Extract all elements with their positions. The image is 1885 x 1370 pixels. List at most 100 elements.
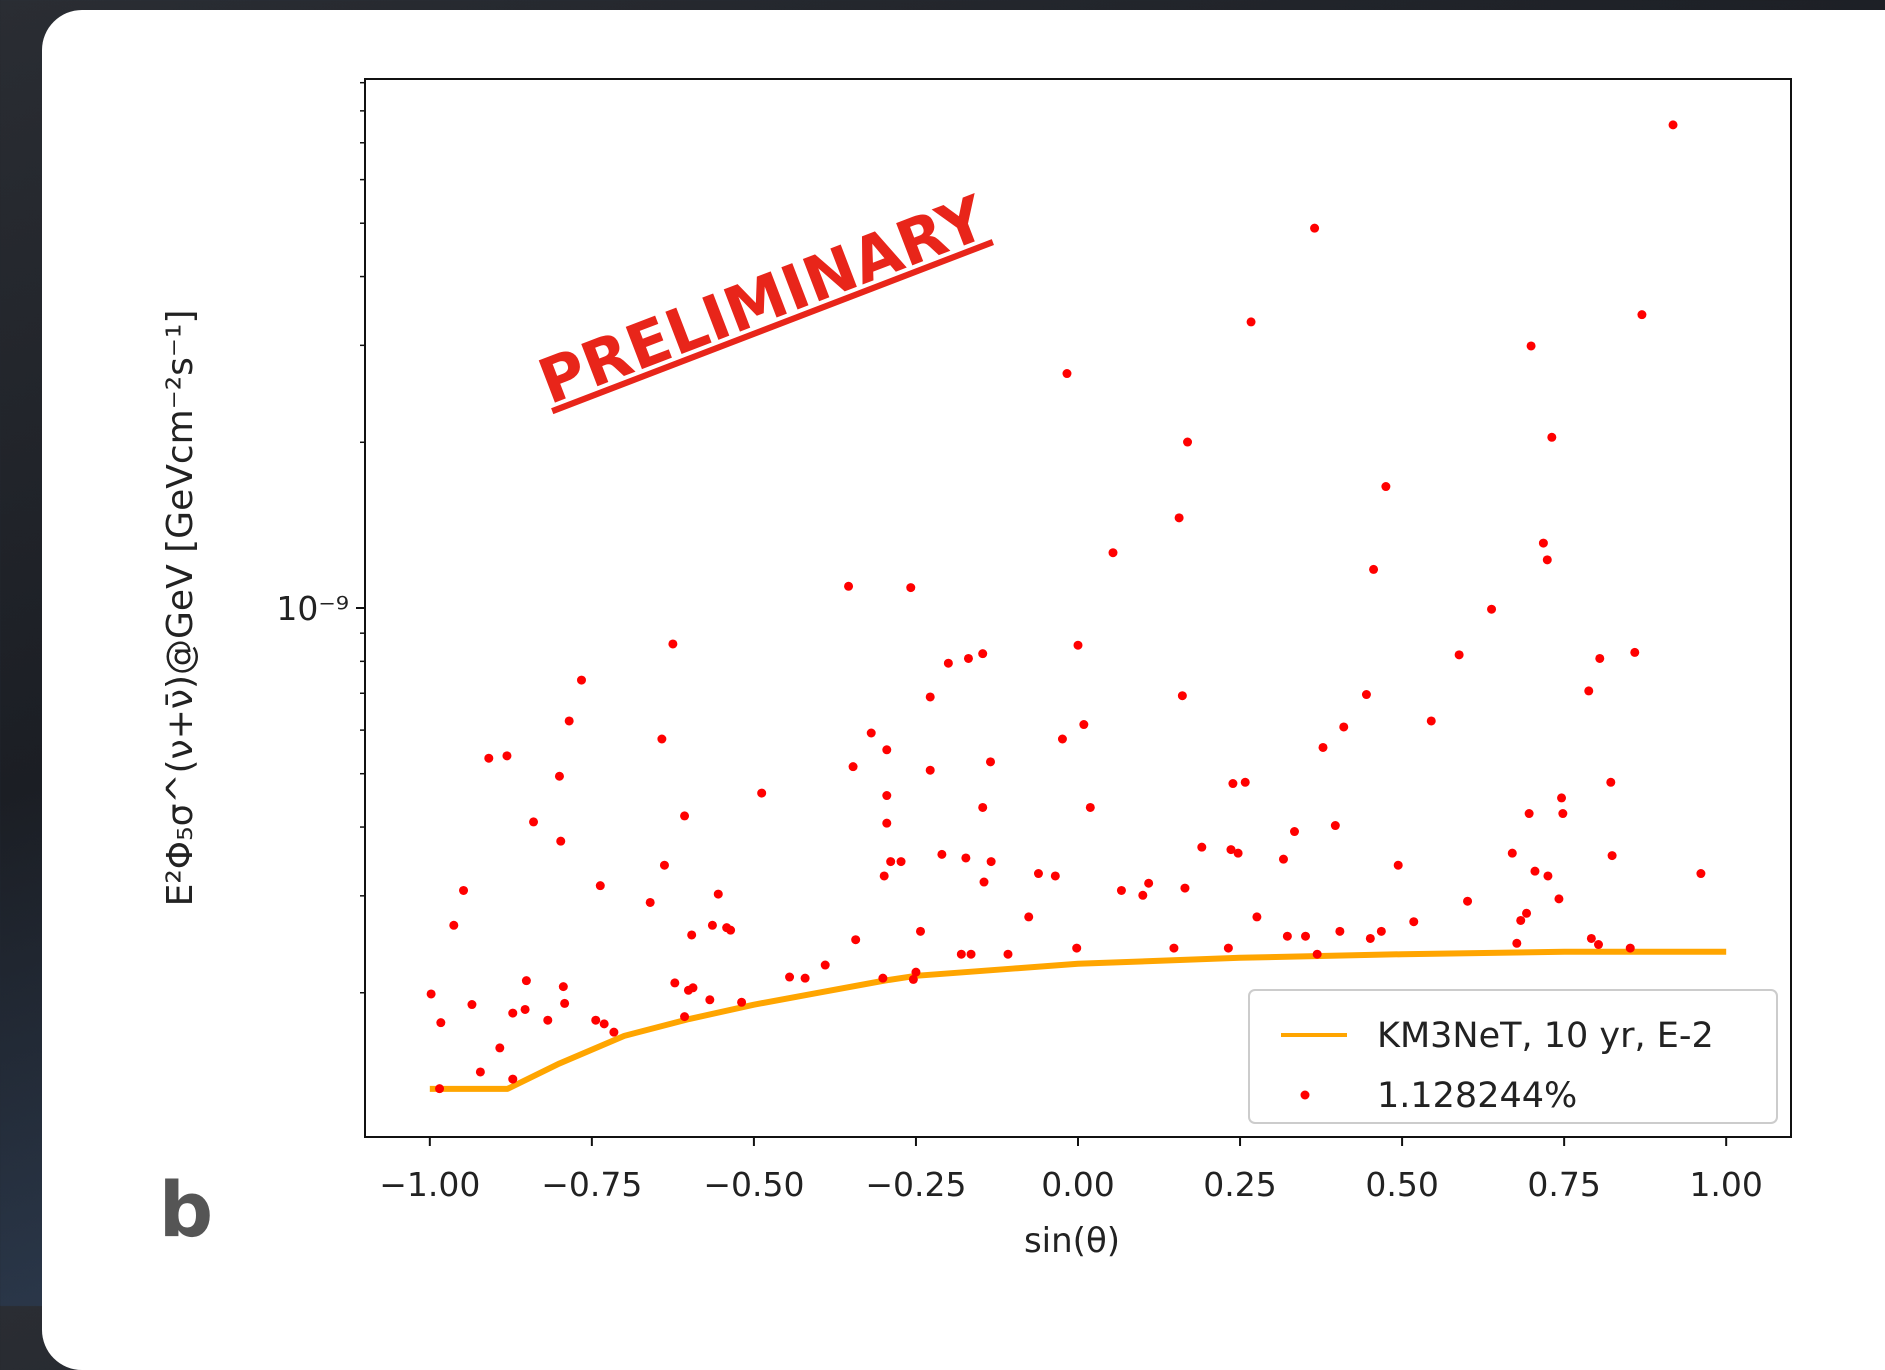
scatter-point	[1301, 932, 1310, 941]
x-tick-label: 0.75	[1527, 1165, 1600, 1204]
scatter-point	[1606, 778, 1615, 787]
scatter-point	[1169, 944, 1178, 953]
scatter-point	[897, 857, 906, 866]
scatter-point	[708, 921, 717, 930]
scatter-point	[926, 766, 935, 775]
scatter-point	[1183, 438, 1192, 447]
legend-swatch	[1301, 1091, 1310, 1100]
scatter-point	[1086, 803, 1095, 812]
scatter-point	[1247, 317, 1256, 326]
x-tick-label: 0.25	[1203, 1165, 1276, 1204]
y-axis-label: E²Φ₅σ^(ν+ν̄)@GeV [GeVcm⁻²s⁻¹]	[160, 310, 201, 907]
scatter-point	[1335, 927, 1344, 936]
scatter-point	[1180, 884, 1189, 893]
scatter-point	[1516, 916, 1525, 925]
scatter-point	[714, 890, 723, 899]
scatter-point	[1079, 720, 1088, 729]
scatter-point	[1175, 513, 1184, 522]
scatter-point	[886, 857, 895, 866]
x-tick-label: −0.75	[541, 1165, 642, 1204]
scatter-point	[1394, 861, 1403, 870]
scatter-point	[660, 861, 669, 870]
scatter-point	[1530, 867, 1539, 876]
scatter-point	[1241, 778, 1250, 787]
scatter-point	[502, 751, 511, 760]
scatter-point	[1279, 855, 1288, 864]
scatter-point	[1062, 369, 1071, 378]
scatter-point	[529, 817, 538, 826]
scatter-point	[844, 582, 853, 591]
x-axis-label: sin(θ)	[1024, 1221, 1120, 1261]
scatter-point	[467, 1000, 476, 1009]
scatter-point	[1369, 565, 1378, 574]
scatter-point	[1224, 944, 1233, 953]
scatter-point	[1527, 341, 1536, 350]
y-tick-label: 10⁻⁹	[276, 589, 349, 628]
scatter-point	[1313, 950, 1322, 959]
scatter-point	[757, 789, 766, 798]
scatter-point	[1283, 932, 1292, 941]
scatter-point	[1637, 310, 1646, 319]
scatter-point	[596, 881, 605, 890]
page: {"chart_data": { "type": "scatter", "xla…	[0, 0, 1885, 1306]
scatter-point	[980, 878, 989, 887]
scatter-point	[978, 649, 987, 658]
scatter-point	[495, 1043, 504, 1052]
scatter-point	[1319, 743, 1328, 752]
scatter-point	[1252, 912, 1261, 921]
scatter-point	[785, 973, 794, 982]
scatter-point	[1138, 891, 1147, 900]
scatter-point	[1554, 894, 1563, 903]
scatter-point	[1512, 939, 1521, 948]
scatter-point	[1117, 886, 1126, 895]
scatter-point	[911, 968, 920, 977]
scatter-point	[688, 983, 697, 992]
x-tick-label: 0.00	[1041, 1165, 1114, 1204]
scatter-point	[1074, 641, 1083, 650]
scatter-point	[687, 930, 696, 939]
scatter-point	[882, 745, 891, 754]
scatter-point	[1525, 809, 1534, 818]
scatter-point	[1377, 927, 1386, 936]
scatter-point	[1543, 555, 1552, 564]
scatter-point	[880, 871, 889, 880]
annotation: PRELIMINARY	[529, 181, 997, 419]
scatter-point	[882, 791, 891, 800]
scatter-point	[1331, 821, 1340, 830]
scatter-point	[508, 1075, 517, 1084]
scatter-point	[1144, 879, 1153, 888]
scatter-point	[577, 676, 586, 685]
scatter-point	[1594, 940, 1603, 949]
scatter-point	[1669, 120, 1678, 129]
scatter-point	[1034, 869, 1043, 878]
x-tick-label: 1.00	[1689, 1165, 1762, 1204]
scatter-point	[726, 926, 735, 935]
scatter-point	[1487, 605, 1496, 614]
scatter-point	[851, 935, 860, 944]
scatter-point	[926, 692, 935, 701]
scatter-point	[987, 857, 996, 866]
scatter-point	[521, 1005, 530, 1014]
scatter-point	[986, 757, 995, 766]
scatter-point	[1366, 934, 1375, 943]
chart: sin(θ) E²Φ₅σ^(ν+ν̄)@GeV [GeVcm⁻²s⁻¹] PRE…	[0, 0, 1885, 1306]
legend-label: 1.128244%	[1377, 1076, 1577, 1116]
scatter-point	[565, 716, 574, 725]
scatter-point	[1072, 944, 1081, 953]
scatter-point	[1310, 224, 1319, 233]
scatter-point	[916, 927, 925, 936]
scatter-point	[1051, 871, 1060, 880]
scatter-point	[680, 1012, 689, 1021]
scatter-point	[556, 837, 565, 846]
scatter-point	[680, 811, 689, 820]
x-tick-label: 0.50	[1365, 1165, 1438, 1204]
scatter-point	[957, 950, 966, 959]
x-tick-label: −0.50	[703, 1165, 804, 1204]
scatter-point	[1539, 539, 1548, 548]
scatter-point	[508, 1009, 517, 1018]
scatter-point	[1339, 722, 1348, 731]
scatter-point	[1557, 793, 1566, 802]
scatter-point	[1463, 897, 1472, 906]
scatter-point	[1587, 934, 1596, 943]
scatter-point	[1558, 809, 1567, 818]
